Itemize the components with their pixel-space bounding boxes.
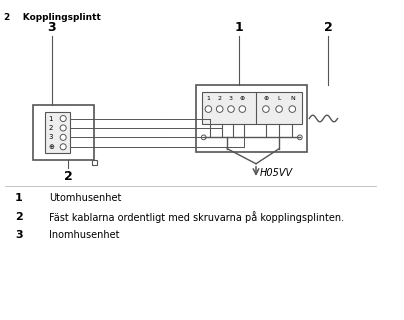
Text: 2: 2: [218, 96, 222, 101]
Text: ⊕: ⊕: [240, 96, 245, 101]
Bar: [196, 84, 307, 152]
Circle shape: [205, 106, 212, 112]
Text: 2: 2: [15, 212, 23, 221]
Circle shape: [297, 135, 302, 140]
Circle shape: [263, 106, 269, 112]
Bar: [33, 105, 94, 160]
Circle shape: [201, 135, 206, 140]
Circle shape: [60, 134, 66, 140]
Circle shape: [276, 106, 282, 112]
Text: N: N: [290, 96, 295, 101]
Circle shape: [239, 106, 246, 112]
Circle shape: [60, 125, 66, 131]
Text: Utomhusenhet: Utomhusenhet: [49, 193, 122, 203]
Circle shape: [289, 106, 296, 112]
Text: 1: 1: [234, 21, 243, 35]
Text: Fäst kablarna ordentligt med skruvarna på kopplingsplinten.: Fäst kablarna ordentligt med skruvarna p…: [49, 211, 344, 222]
Text: H05VV: H05VV: [260, 168, 293, 178]
Bar: [202, 92, 302, 124]
Text: 2: 2: [64, 170, 73, 182]
Text: 2    Kopplingsplintt: 2 Kopplingsplintt: [4, 13, 101, 22]
Text: L: L: [277, 96, 281, 101]
Text: ⊕: ⊕: [48, 144, 54, 150]
Text: 3: 3: [48, 21, 56, 35]
Circle shape: [217, 106, 223, 112]
Text: 1: 1: [15, 193, 23, 203]
Text: 1: 1: [206, 96, 210, 101]
Text: 3: 3: [229, 96, 233, 101]
Circle shape: [228, 106, 234, 112]
Text: 2: 2: [48, 125, 53, 131]
Circle shape: [60, 116, 66, 122]
Text: ⊕: ⊕: [263, 96, 269, 101]
Bar: [45, 112, 70, 153]
Text: 3: 3: [48, 134, 53, 140]
Text: Inomhusenhet: Inomhusenhet: [49, 230, 120, 240]
Text: 3: 3: [15, 230, 23, 240]
Text: 1: 1: [48, 116, 53, 122]
Bar: [93, 160, 97, 165]
Text: 2: 2: [324, 21, 332, 35]
Circle shape: [60, 144, 66, 150]
